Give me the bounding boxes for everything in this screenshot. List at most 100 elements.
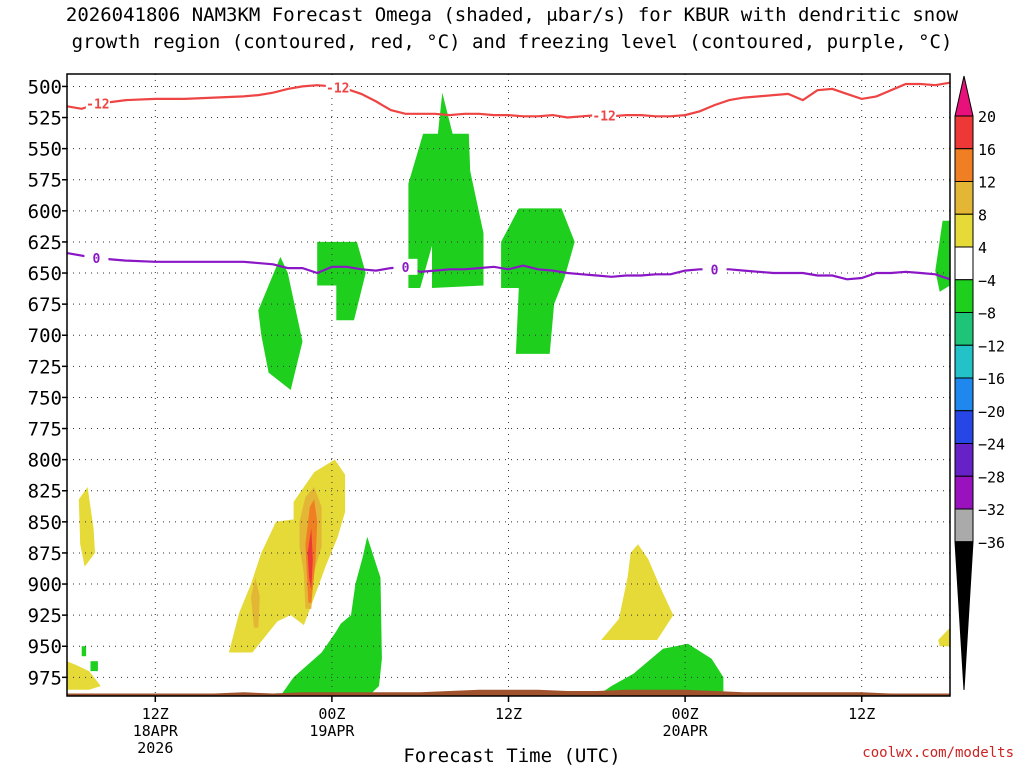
x-tick-label-6-2: 2026 (137, 739, 173, 757)
omega-region-5 (596, 643, 724, 696)
freezing-level-label-bg-0 (84, 250, 109, 267)
omega-region-4 (280, 536, 382, 696)
colorbar-segment-7 (954, 312, 974, 346)
colorbar-segment-3 (954, 181, 974, 215)
omega-region-1 (317, 241, 366, 321)
y-tick-label-750: 750 (28, 387, 62, 409)
chart-title-line-1: 2026041806 NAM3KM Forecast Omega (shaded… (65, 4, 959, 26)
colorbar-label-7: −12 (978, 337, 1005, 355)
freezing-level-label-2: 0 (711, 263, 719, 278)
colorbar: 20 16 12 8 4 −4 −8 −12 −16 −20 −24 −28 −32 −36 (954, 75, 1005, 691)
y-tick-label-800: 800 (28, 450, 62, 472)
omega-region-12 (67, 661, 101, 690)
y-tick-label-975: 975 (28, 667, 62, 689)
x-tick-label-18-1: 19APR (309, 722, 355, 740)
colorbar-segment-1 (954, 115, 974, 150)
terrain-fill (67, 689, 950, 696)
colorbar-segment-4 (954, 213, 974, 248)
colorbar-segment-10 (954, 410, 974, 444)
y-tick-label-950: 950 (28, 636, 62, 658)
y-tick-label-900: 900 (28, 574, 62, 596)
omega-region-10 (228, 459, 346, 653)
snow-growth-isotherm-label-2: -12 (592, 110, 615, 125)
y-tick-label-700: 700 (28, 325, 62, 347)
colorbar-segment-6 (954, 279, 974, 313)
x-tick-label-42-0: 00Z (672, 705, 699, 723)
omega-region-6 (935, 220, 950, 292)
freezing-level-label-bg-1 (393, 258, 418, 275)
y-tick-label-925: 925 (28, 605, 62, 627)
omega-region-9 (78, 487, 95, 567)
colorbar-segment-12 (954, 475, 974, 510)
x-tick-label-54-0: 12Z (848, 705, 875, 723)
omega-region-0 (258, 256, 303, 390)
colorbar-label-1: 16 (978, 141, 996, 159)
x-axis-title: Forecast Time (UTC) (403, 745, 621, 767)
colorbar-segment-2 (954, 148, 974, 182)
y-tick-label-775: 775 (28, 419, 62, 441)
omega-shading-layer (67, 92, 950, 696)
y-tick-label-825: 825 (28, 481, 62, 503)
y-tick-label-875: 875 (28, 543, 62, 565)
credit-link[interactable]: coolwx.com/modelts (862, 745, 1014, 761)
colorbar-label-5: −4 (978, 272, 996, 290)
colorbar-label-10: −24 (978, 436, 1005, 454)
omega-region-13 (938, 627, 950, 647)
colorbar-label-4: 4 (978, 239, 987, 257)
snow-growth-isotherm-label-0: -12 (86, 98, 109, 113)
colorbar-label-12: −32 (978, 501, 1005, 519)
y-tick-label-600: 600 (28, 201, 62, 223)
grid-layer (67, 74, 950, 696)
freezing-level-label-1: 0 (402, 261, 410, 276)
chart-title-line-2: growth region (contoured, red, °C) and f… (71, 31, 953, 53)
colorbar-label-3: 8 (978, 206, 987, 224)
freezing-level-line (66, 252, 951, 281)
omega-region-17 (307, 528, 313, 591)
colorbar-segment-8 (954, 344, 974, 379)
snow-growth-isotherm-label-bg-0 (85, 95, 110, 112)
omega-region-2 (408, 92, 484, 288)
freezing-level-label-0: 0 (93, 252, 101, 267)
y-tick-label-850: 850 (28, 512, 62, 534)
x-tick-label-6-1: 18APR (133, 722, 179, 740)
omega-region-7 (81, 646, 87, 657)
colorbar-segment-11 (954, 443, 974, 477)
y-tick-label-550: 550 (28, 139, 62, 161)
x-tick-label-18-0: 00Z (318, 705, 345, 723)
y-tick-label-575: 575 (28, 170, 62, 192)
colorbar-bottom-triangle (954, 541, 974, 691)
freezing-level-label-bg-2 (702, 261, 727, 278)
colorbar-segment-13 (954, 508, 974, 543)
y-tick-label-725: 725 (28, 356, 62, 378)
x-tick-label-42-1: 20APR (663, 722, 709, 740)
snow-growth-isotherm-line (66, 81, 951, 119)
snow-growth-isotherm-label-1: -12 (326, 81, 349, 96)
colorbar-label-6: −8 (978, 305, 996, 323)
colorbar-label-9: −20 (978, 403, 1005, 421)
omega-region-11 (601, 544, 674, 640)
y-tick-label-525: 525 (28, 108, 62, 130)
colorbar-segment-5 (954, 246, 974, 281)
contour-layer: -12 -12 -12 0 0 0 (66, 79, 951, 281)
colorbar-label-0: 20 (978, 108, 996, 126)
colorbar-label-13: −36 (978, 534, 1005, 552)
x-tick-label-6-0: 12Z (142, 705, 169, 723)
colorbar-label-2: 12 (978, 174, 996, 192)
colorbar-top-triangle (954, 75, 974, 117)
omega-region-3 (501, 208, 575, 354)
snow-growth-isotherm-label-bg-1 (325, 79, 350, 96)
colorbar-label-8: −16 (978, 370, 1005, 388)
y-tick-label-650: 650 (28, 263, 62, 285)
snow-growth-isotherm-label-bg-2 (592, 107, 617, 124)
y-tick-label-675: 675 (28, 294, 62, 316)
y-tick-label-500: 500 (28, 76, 62, 98)
y-tick-label-625: 625 (28, 232, 62, 254)
colorbar-label-11: −28 (978, 468, 1005, 486)
omega-region-8 (90, 661, 98, 672)
y-axis: 500 525 550 575 600 625 650 675 700 725 750 775 800 8… (28, 76, 67, 689)
colorbar-segment-9 (954, 377, 974, 412)
terrain-layer (67, 689, 950, 696)
x-tick-label-30-0: 12Z (495, 705, 522, 723)
